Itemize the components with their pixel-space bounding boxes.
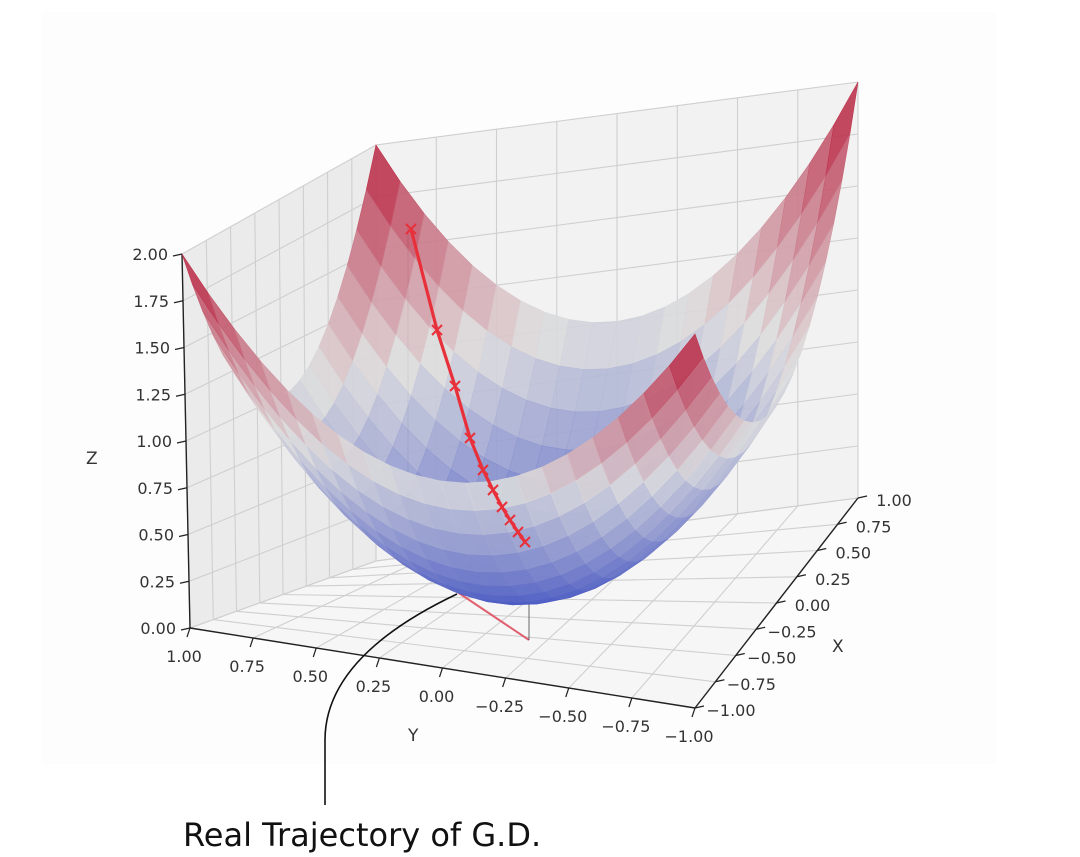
z-tick-label: 1.25	[135, 385, 171, 404]
annotation-text: Real Trajectory of G.D.	[183, 816, 541, 853]
x-tick-label: 0.75	[856, 517, 892, 536]
z-tick-label: 0.25	[139, 572, 175, 591]
x-marker	[519, 536, 531, 548]
z-tick	[172, 253, 183, 257]
x-tick-label: 0.50	[835, 544, 871, 563]
z-tick	[176, 440, 187, 444]
x-marker	[487, 484, 499, 496]
y-tick	[249, 637, 254, 648]
x-tick	[796, 574, 807, 578]
x-tick-label: −0.25	[768, 622, 817, 641]
axis-lines	[172, 253, 868, 718]
trajectory-point	[504, 514, 516, 526]
x-marker	[512, 526, 524, 538]
x-tick	[837, 521, 847, 525]
x-tick	[755, 626, 766, 630]
z-tick	[177, 487, 188, 491]
z-tick	[178, 533, 189, 538]
trajectory-series	[405, 223, 531, 548]
z-tick-label: 1.75	[133, 292, 169, 311]
y-tick-label: 0.75	[229, 657, 265, 676]
annotation-callout-line	[324, 593, 458, 805]
z-tick	[179, 580, 190, 584]
z-tick-label: 0.75	[137, 479, 173, 498]
tick-labels: 1.00 0.75 0.50 0.25 0.00 −0.25 −0.50 −0.75 −1.00…	[132, 245, 911, 746]
x-tick-label: −1.00	[706, 701, 755, 720]
y-tick-label: −1.00	[664, 727, 713, 746]
grid-line	[568, 513, 738, 689]
grid-line	[631, 505, 799, 699]
surface-mesh	[181, 81, 859, 606]
x-tick-label: 0.00	[795, 596, 831, 615]
x-marker	[464, 432, 476, 444]
trajectory-point	[496, 501, 508, 513]
y-axis-label: Y	[407, 726, 419, 746]
z-tick	[173, 300, 184, 304]
y-tick	[502, 677, 507, 688]
z-tick	[180, 627, 191, 631]
z-axis-label: Z	[86, 449, 98, 469]
x-marker	[496, 501, 508, 513]
x-tick-label: 1.00	[876, 491, 912, 510]
y-tick-label: −0.25	[475, 697, 524, 716]
x-marker	[431, 324, 443, 336]
trajectory-point	[477, 464, 489, 476]
x-tick	[776, 600, 786, 604]
x-tick	[857, 495, 868, 499]
trajectory-point	[431, 324, 443, 336]
trajectory-point	[464, 432, 476, 444]
z-tick-label: 0.00	[140, 619, 176, 638]
x-tick-label: −0.50	[747, 649, 796, 668]
x-tick	[715, 679, 725, 683]
trajectory-point	[487, 484, 499, 496]
z-tick-label: 0.50	[138, 526, 174, 545]
x-marker	[477, 464, 489, 476]
y-tick-label: −0.50	[538, 707, 587, 726]
grid-line	[189, 497, 859, 629]
y-tick	[565, 687, 570, 698]
y-tick	[375, 657, 380, 668]
x-tick-label: −0.75	[727, 675, 776, 694]
y-tick	[186, 627, 191, 638]
z-tick	[175, 393, 186, 397]
z-tick	[174, 346, 185, 351]
z-tick-label: 1.50	[134, 339, 170, 358]
y-tick	[691, 707, 696, 718]
trajectory-point	[519, 536, 531, 548]
x-tick	[735, 652, 745, 657]
y-tick-label: 0.25	[356, 677, 392, 696]
x-marker	[449, 380, 461, 392]
x-axis-label: X	[832, 637, 844, 657]
surface-patch	[669, 333, 704, 390]
y-tick	[628, 697, 633, 708]
y-tick	[438, 667, 444, 678]
y-tick	[312, 647, 317, 658]
x-marker	[504, 514, 516, 526]
x-tick	[817, 547, 827, 552]
x-tick-label: 0.25	[815, 570, 851, 589]
z-tick-label: 2.00	[132, 245, 168, 264]
x-tick	[694, 705, 705, 709]
trajectory-point	[449, 380, 461, 392]
trajectory-point	[512, 526, 524, 538]
z-tick-label: 1.00	[136, 432, 172, 451]
y-tick-label: 0.50	[292, 667, 328, 686]
y-tick-label: 1.00	[166, 647, 202, 666]
trajectory-point	[405, 223, 417, 235]
trajectory-line	[409, 228, 527, 543]
x-marker	[405, 223, 417, 235]
grid-line	[252, 552, 437, 639]
y-tick-label: 0.00	[419, 687, 455, 706]
y-tick-label: −0.75	[601, 717, 650, 736]
